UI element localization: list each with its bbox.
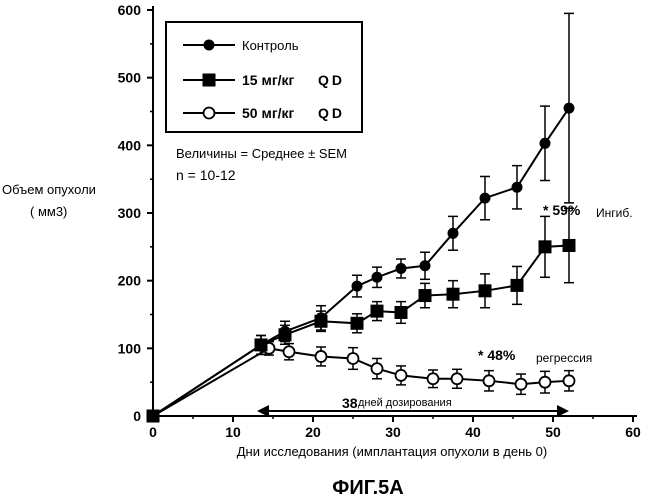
data-point [396,370,407,381]
legend-label: 50 мг/кг [242,105,295,121]
series-2 [153,208,576,416]
data-point [284,346,295,357]
y-tick-label: 100 [118,340,142,356]
x-tick-label: 20 [305,424,321,440]
inhibition-percent: * 59% [543,202,581,218]
data-point [511,279,524,292]
y-axis-title-line2: ( мм3) [30,204,67,219]
data-point [447,288,460,301]
figure-title: ФИГ.5А [332,477,403,499]
data-point [419,289,432,302]
data-point [256,339,267,350]
data-point [540,377,551,388]
series-line [153,245,569,416]
dosing-days-number: 38 [342,395,358,411]
data-point [147,410,160,423]
data-point [396,263,407,274]
x-tick-label: 0 [149,424,157,440]
data-point [372,363,383,374]
data-point [420,260,431,271]
legend-marker [204,108,215,119]
data-point [448,228,459,239]
data-point [372,272,383,283]
data-point [512,182,523,193]
legend-marker [203,74,216,87]
regression-percent: * 48% [478,347,516,363]
y-tick-label: 200 [118,273,142,289]
y-tick-label: 500 [118,70,142,86]
x-axis-ticks: 0 10 20 30 40 50 60 [149,416,641,440]
data-point [316,312,327,323]
data-point [352,281,363,292]
data-point [539,240,552,253]
legend-label: Контроль [242,38,299,53]
inhibition-label: Ингиб. [596,206,633,220]
legend-dose: QD [318,105,345,121]
data-point [480,193,491,204]
x-tick-label: 50 [545,424,561,440]
x-tick-label: 60 [625,424,641,440]
data-point [540,138,551,149]
y-tick-label: 600 [118,2,142,18]
data-point [563,239,576,252]
data-point [371,305,384,318]
data-point [452,373,463,384]
x-axis-title: Дни исследования (имплантация опухоли в … [237,444,548,459]
data-point [479,284,492,297]
y-axis-title-line1: Объем опухоли [2,182,96,197]
regression-label: регрессия [536,351,592,365]
legend-marker [204,40,215,51]
data-point [348,353,359,364]
data-point [351,317,364,330]
y-tick-label: 0 [133,408,141,424]
data-point [564,375,575,386]
data-point [516,379,527,390]
y-tick-label: 400 [118,137,142,153]
data-point [428,373,439,384]
legend-dose: QD [318,72,345,88]
x-tick-label: 40 [465,424,481,440]
y-axis-ticks: 0 100 200 300 400 500 600 [118,2,153,424]
data-point [280,326,291,337]
data-point [484,375,495,386]
data-point [564,103,575,114]
y-tick-label: 300 [118,205,142,221]
stats-note: Величины = Среднее ± SEM [176,146,347,161]
legend-label: 15 мг/кг [242,72,295,88]
sample-size-note: n = 10-12 [176,167,236,183]
dosing-days-text: дней дозирования [358,397,452,409]
data-point [395,306,408,319]
x-tick-label: 30 [385,424,401,440]
data-point [316,351,327,362]
x-tick-label: 10 [225,424,241,440]
legend: Контроль 15 мг/кг QD 50 мг/кг QD [166,22,362,132]
